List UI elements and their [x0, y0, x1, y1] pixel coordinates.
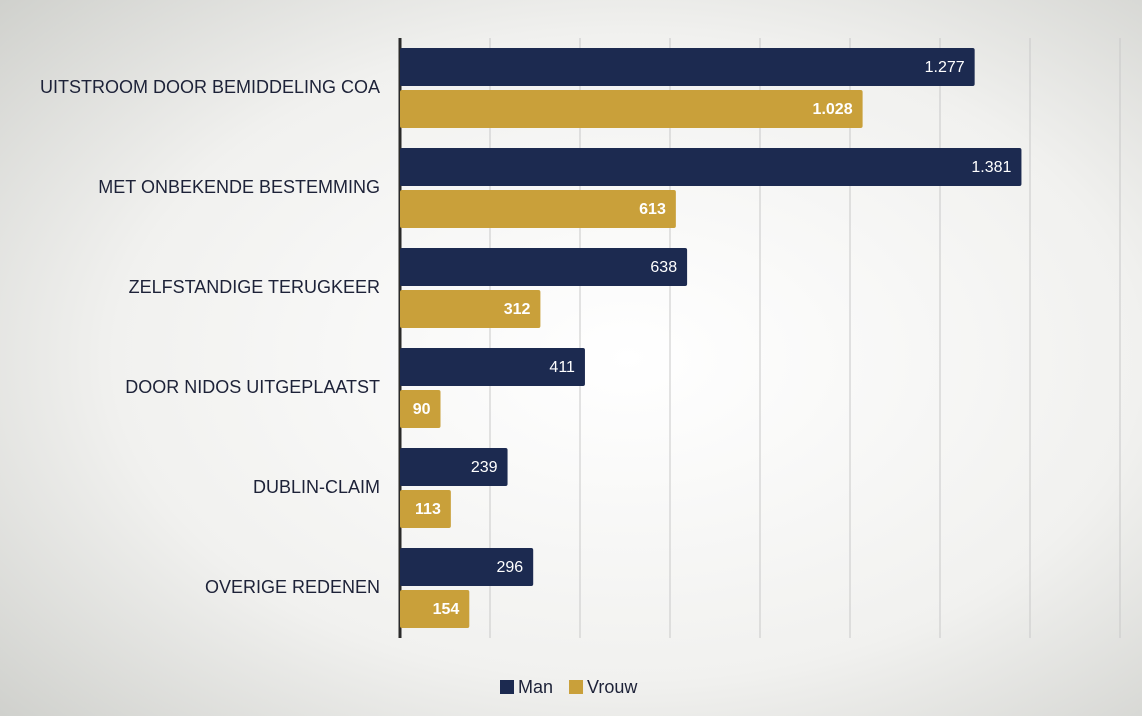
- category-label: DUBLIN-CLAIM: [253, 477, 380, 497]
- value-label: 411: [549, 359, 575, 376]
- value-label: 1.277: [925, 59, 965, 76]
- value-label: 613: [639, 201, 666, 218]
- value-label: 296: [496, 559, 523, 576]
- value-label: 154: [433, 601, 460, 618]
- bar: [400, 348, 585, 386]
- bar: [400, 448, 508, 486]
- value-label: 1.381: [971, 159, 1011, 176]
- legend-label: Vrouw: [587, 677, 638, 697]
- value-label: 1.028: [813, 101, 853, 118]
- bar: [400, 190, 676, 228]
- bar: [400, 148, 1022, 186]
- category-label: UITSTROOM DOOR BEMIDDELING COA: [40, 77, 380, 97]
- category-label: ZELFSTANDIGE TERUGKEER: [129, 277, 380, 297]
- bar: [400, 490, 451, 528]
- category-label: OVERIGE REDENEN: [205, 577, 380, 597]
- bar: [400, 290, 541, 328]
- bar: [400, 590, 470, 628]
- bar: [400, 548, 534, 586]
- legend-swatch: [569, 680, 584, 694]
- bar: [400, 248, 688, 286]
- value-label: 239: [471, 459, 498, 476]
- value-label: 90: [413, 401, 431, 418]
- category-label: MET ONBEKENDE BESTEMMING: [98, 177, 380, 197]
- value-label: 113: [415, 501, 441, 518]
- legend-swatch: [500, 680, 514, 694]
- bar: [400, 90, 863, 128]
- value-label: 312: [504, 301, 531, 318]
- bar: [400, 390, 441, 428]
- value-label: 638: [650, 259, 677, 276]
- legend-label: Man: [518, 677, 553, 697]
- bar: [400, 48, 975, 86]
- category-label: DOOR NIDOS UITGEPLAATST: [125, 377, 380, 397]
